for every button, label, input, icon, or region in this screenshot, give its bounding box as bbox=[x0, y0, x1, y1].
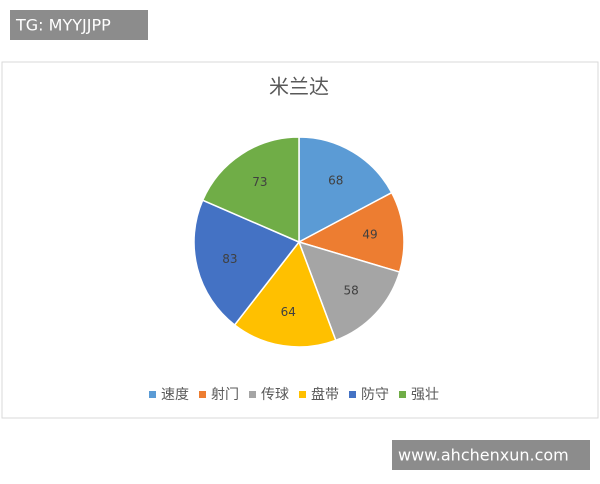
pie-slice bbox=[233, 240, 337, 348]
legend-marker bbox=[149, 391, 156, 398]
chart-title: 米兰达 bbox=[269, 75, 329, 99]
watermark-box bbox=[392, 440, 590, 470]
data-label: 83 bbox=[222, 252, 237, 266]
pie-slice bbox=[201, 136, 300, 244]
legend-label: 速度 bbox=[161, 387, 189, 403]
legend-marker bbox=[299, 391, 306, 398]
pie-slice bbox=[297, 240, 401, 342]
data-label: 49 bbox=[362, 227, 377, 241]
data-label: 68 bbox=[328, 173, 343, 187]
watermark-text: www.ahchenxun.com bbox=[398, 446, 569, 465]
legend-label: 射门 bbox=[211, 387, 239, 403]
data-label: 73 bbox=[252, 175, 267, 189]
data-label: 58 bbox=[344, 283, 359, 297]
watermark-box bbox=[10, 10, 148, 40]
legend-label: 传球 bbox=[261, 387, 289, 403]
legend-marker bbox=[399, 391, 406, 398]
watermark-text: TG: MYYJJPP bbox=[15, 16, 111, 35]
legend-label: 盘带 bbox=[311, 386, 339, 403]
legend-marker bbox=[199, 391, 206, 398]
legend-label: 强壮 bbox=[411, 387, 439, 403]
pie-slice bbox=[297, 191, 405, 273]
legend-marker bbox=[349, 391, 356, 398]
legend-marker bbox=[249, 391, 256, 398]
legend-label: 防守 bbox=[361, 387, 389, 403]
pie-slice bbox=[298, 136, 393, 244]
data-label: 64 bbox=[281, 305, 296, 319]
